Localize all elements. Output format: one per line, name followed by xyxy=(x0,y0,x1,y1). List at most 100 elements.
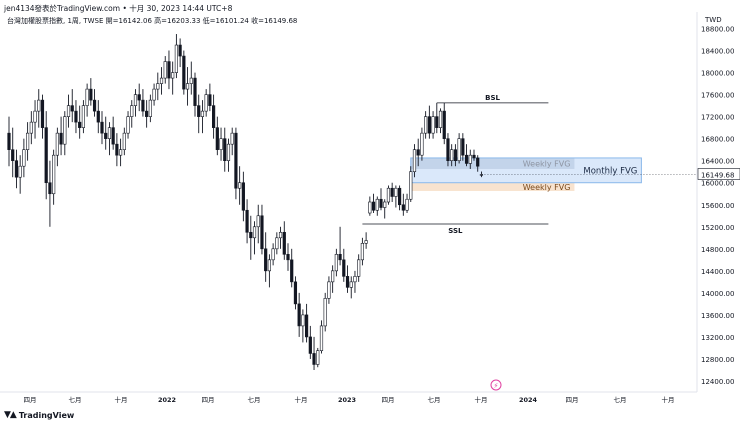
y-tick-label: 16400.00 xyxy=(701,158,734,166)
candle-body xyxy=(301,314,305,327)
y-tick-label: 16800.00 xyxy=(701,136,734,144)
x-tick-label: 七月 xyxy=(248,395,261,404)
candle-body xyxy=(130,105,134,117)
candle-body xyxy=(200,110,205,117)
candle-body xyxy=(245,209,249,233)
candle-body xyxy=(431,116,435,134)
y-tick-label: 15200.00 xyxy=(701,224,734,232)
candle-body xyxy=(409,171,413,200)
candle-body xyxy=(319,325,324,351)
candle-body xyxy=(167,61,171,79)
candle-body xyxy=(420,132,424,156)
candle-body xyxy=(368,201,372,214)
candle-body xyxy=(394,187,398,197)
candle-body xyxy=(193,77,197,106)
y-tick-label: 12400.00 xyxy=(701,378,734,386)
candle-body xyxy=(383,201,387,208)
candle-body xyxy=(152,88,156,101)
candle-body xyxy=(360,243,365,261)
x-tick-label: 七月 xyxy=(614,395,627,404)
candle-body xyxy=(375,198,379,211)
candle-body xyxy=(25,132,30,150)
candle-body xyxy=(397,187,402,206)
candle-body xyxy=(74,110,78,123)
candle-body xyxy=(92,99,97,112)
candle-body xyxy=(472,154,476,159)
symbol-info-line: 台灣加權股票指數, 1周, TWSE 開=16142.06 高=16203.33… xyxy=(7,17,298,25)
candle-body xyxy=(115,143,119,156)
candle-body xyxy=(290,259,294,283)
y-tick-label: 17200.00 xyxy=(701,114,734,122)
candle-body xyxy=(264,248,268,272)
candle-body xyxy=(412,149,417,173)
candle-body xyxy=(55,132,59,156)
candle-body xyxy=(111,127,115,145)
candle-body xyxy=(453,149,458,161)
candle-body xyxy=(178,44,182,57)
x-tick-label: 四月 xyxy=(24,396,37,404)
x-tick-label: 七月 xyxy=(428,395,441,404)
candle-body xyxy=(96,110,100,123)
candle-body xyxy=(323,298,327,327)
candle-body xyxy=(353,276,357,283)
y-tick-label: 18400.00 xyxy=(701,48,734,56)
candle-body xyxy=(48,182,52,195)
candle-body xyxy=(182,55,186,90)
x-tick-label: 十月 xyxy=(662,395,675,404)
candle-body xyxy=(122,132,126,150)
candle-body xyxy=(371,201,376,211)
currency-label: TWD xyxy=(705,16,722,24)
candle-body xyxy=(156,83,160,90)
last-price-label: 16149.68 xyxy=(701,171,734,179)
candle-body xyxy=(159,77,164,84)
candle-body xyxy=(334,254,338,272)
tradingview-brand[interactable]: ▼▲ TradingView xyxy=(4,410,74,420)
candle-body xyxy=(78,121,82,128)
candle-body xyxy=(331,270,335,283)
candle-body xyxy=(70,105,74,112)
candle-body xyxy=(148,99,152,117)
brand-label: TradingView xyxy=(18,410,75,420)
x-tick-label: 四月 xyxy=(382,396,395,404)
candle-body xyxy=(219,138,223,150)
candle-body xyxy=(133,94,138,106)
candle-body xyxy=(468,154,472,164)
candle-body xyxy=(185,83,190,90)
candle-body xyxy=(379,198,383,208)
x-tick-label: 2022 xyxy=(158,396,176,404)
fvg-zone xyxy=(410,157,642,184)
candle-body xyxy=(312,353,316,365)
candle-body xyxy=(338,254,342,261)
candle-body xyxy=(126,116,130,134)
publisher-credit: jen4134發表於TradingView.com • 十月 30, 2023 … xyxy=(4,4,233,13)
candle-body xyxy=(100,121,104,134)
candle-body xyxy=(197,105,201,117)
event-marker-icon[interactable] xyxy=(490,379,502,391)
candle-body xyxy=(364,240,368,244)
x-tick-label: 2023 xyxy=(338,396,356,404)
candle-body xyxy=(278,231,283,239)
y-tick-label: 18800.00 xyxy=(701,26,734,34)
candle-body xyxy=(345,276,350,288)
y-tick-label: 14400.00 xyxy=(701,268,734,276)
candle-body xyxy=(104,132,108,139)
x-tick-label: 十月 xyxy=(115,395,128,404)
candle-body xyxy=(282,231,286,255)
candle-body xyxy=(163,61,167,79)
x-tick-label: 七月 xyxy=(69,395,82,404)
y-tick-label: 17600.00 xyxy=(701,92,734,100)
liquidity-line-label: BSL xyxy=(485,94,500,102)
candle-body xyxy=(59,132,63,145)
candle-body xyxy=(349,281,353,288)
x-tick-label: 十月 xyxy=(475,395,488,404)
candle-body xyxy=(22,149,26,167)
candle-body xyxy=(204,94,208,112)
candle-body xyxy=(446,138,450,161)
candle-body xyxy=(107,127,112,139)
last-price-badge xyxy=(697,168,740,180)
candle-body xyxy=(308,336,312,354)
candle-body xyxy=(29,121,33,134)
candle-body xyxy=(405,198,409,211)
candle-body xyxy=(357,259,361,277)
